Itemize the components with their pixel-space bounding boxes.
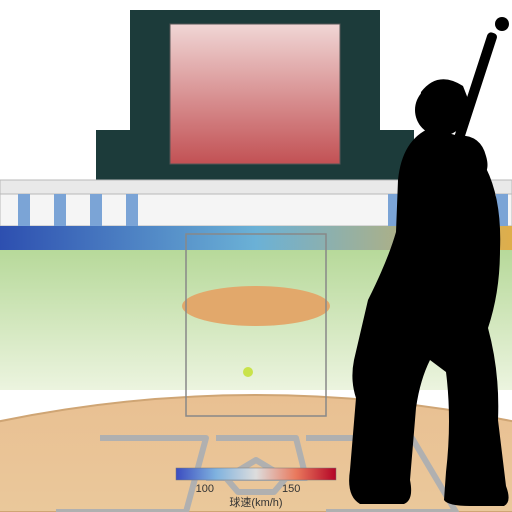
pitch-marker-0 <box>243 367 253 377</box>
legend-colorbar <box>176 468 336 480</box>
legend-tick: 100 <box>196 483 214 495</box>
pitch-markers <box>243 367 253 377</box>
scoreboard-screen <box>170 24 340 164</box>
legend-tick: 150 <box>282 483 300 495</box>
pitchers-mound <box>182 286 330 326</box>
scoreboard <box>96 10 414 180</box>
legend-label: 球速(km/h) <box>229 495 282 509</box>
